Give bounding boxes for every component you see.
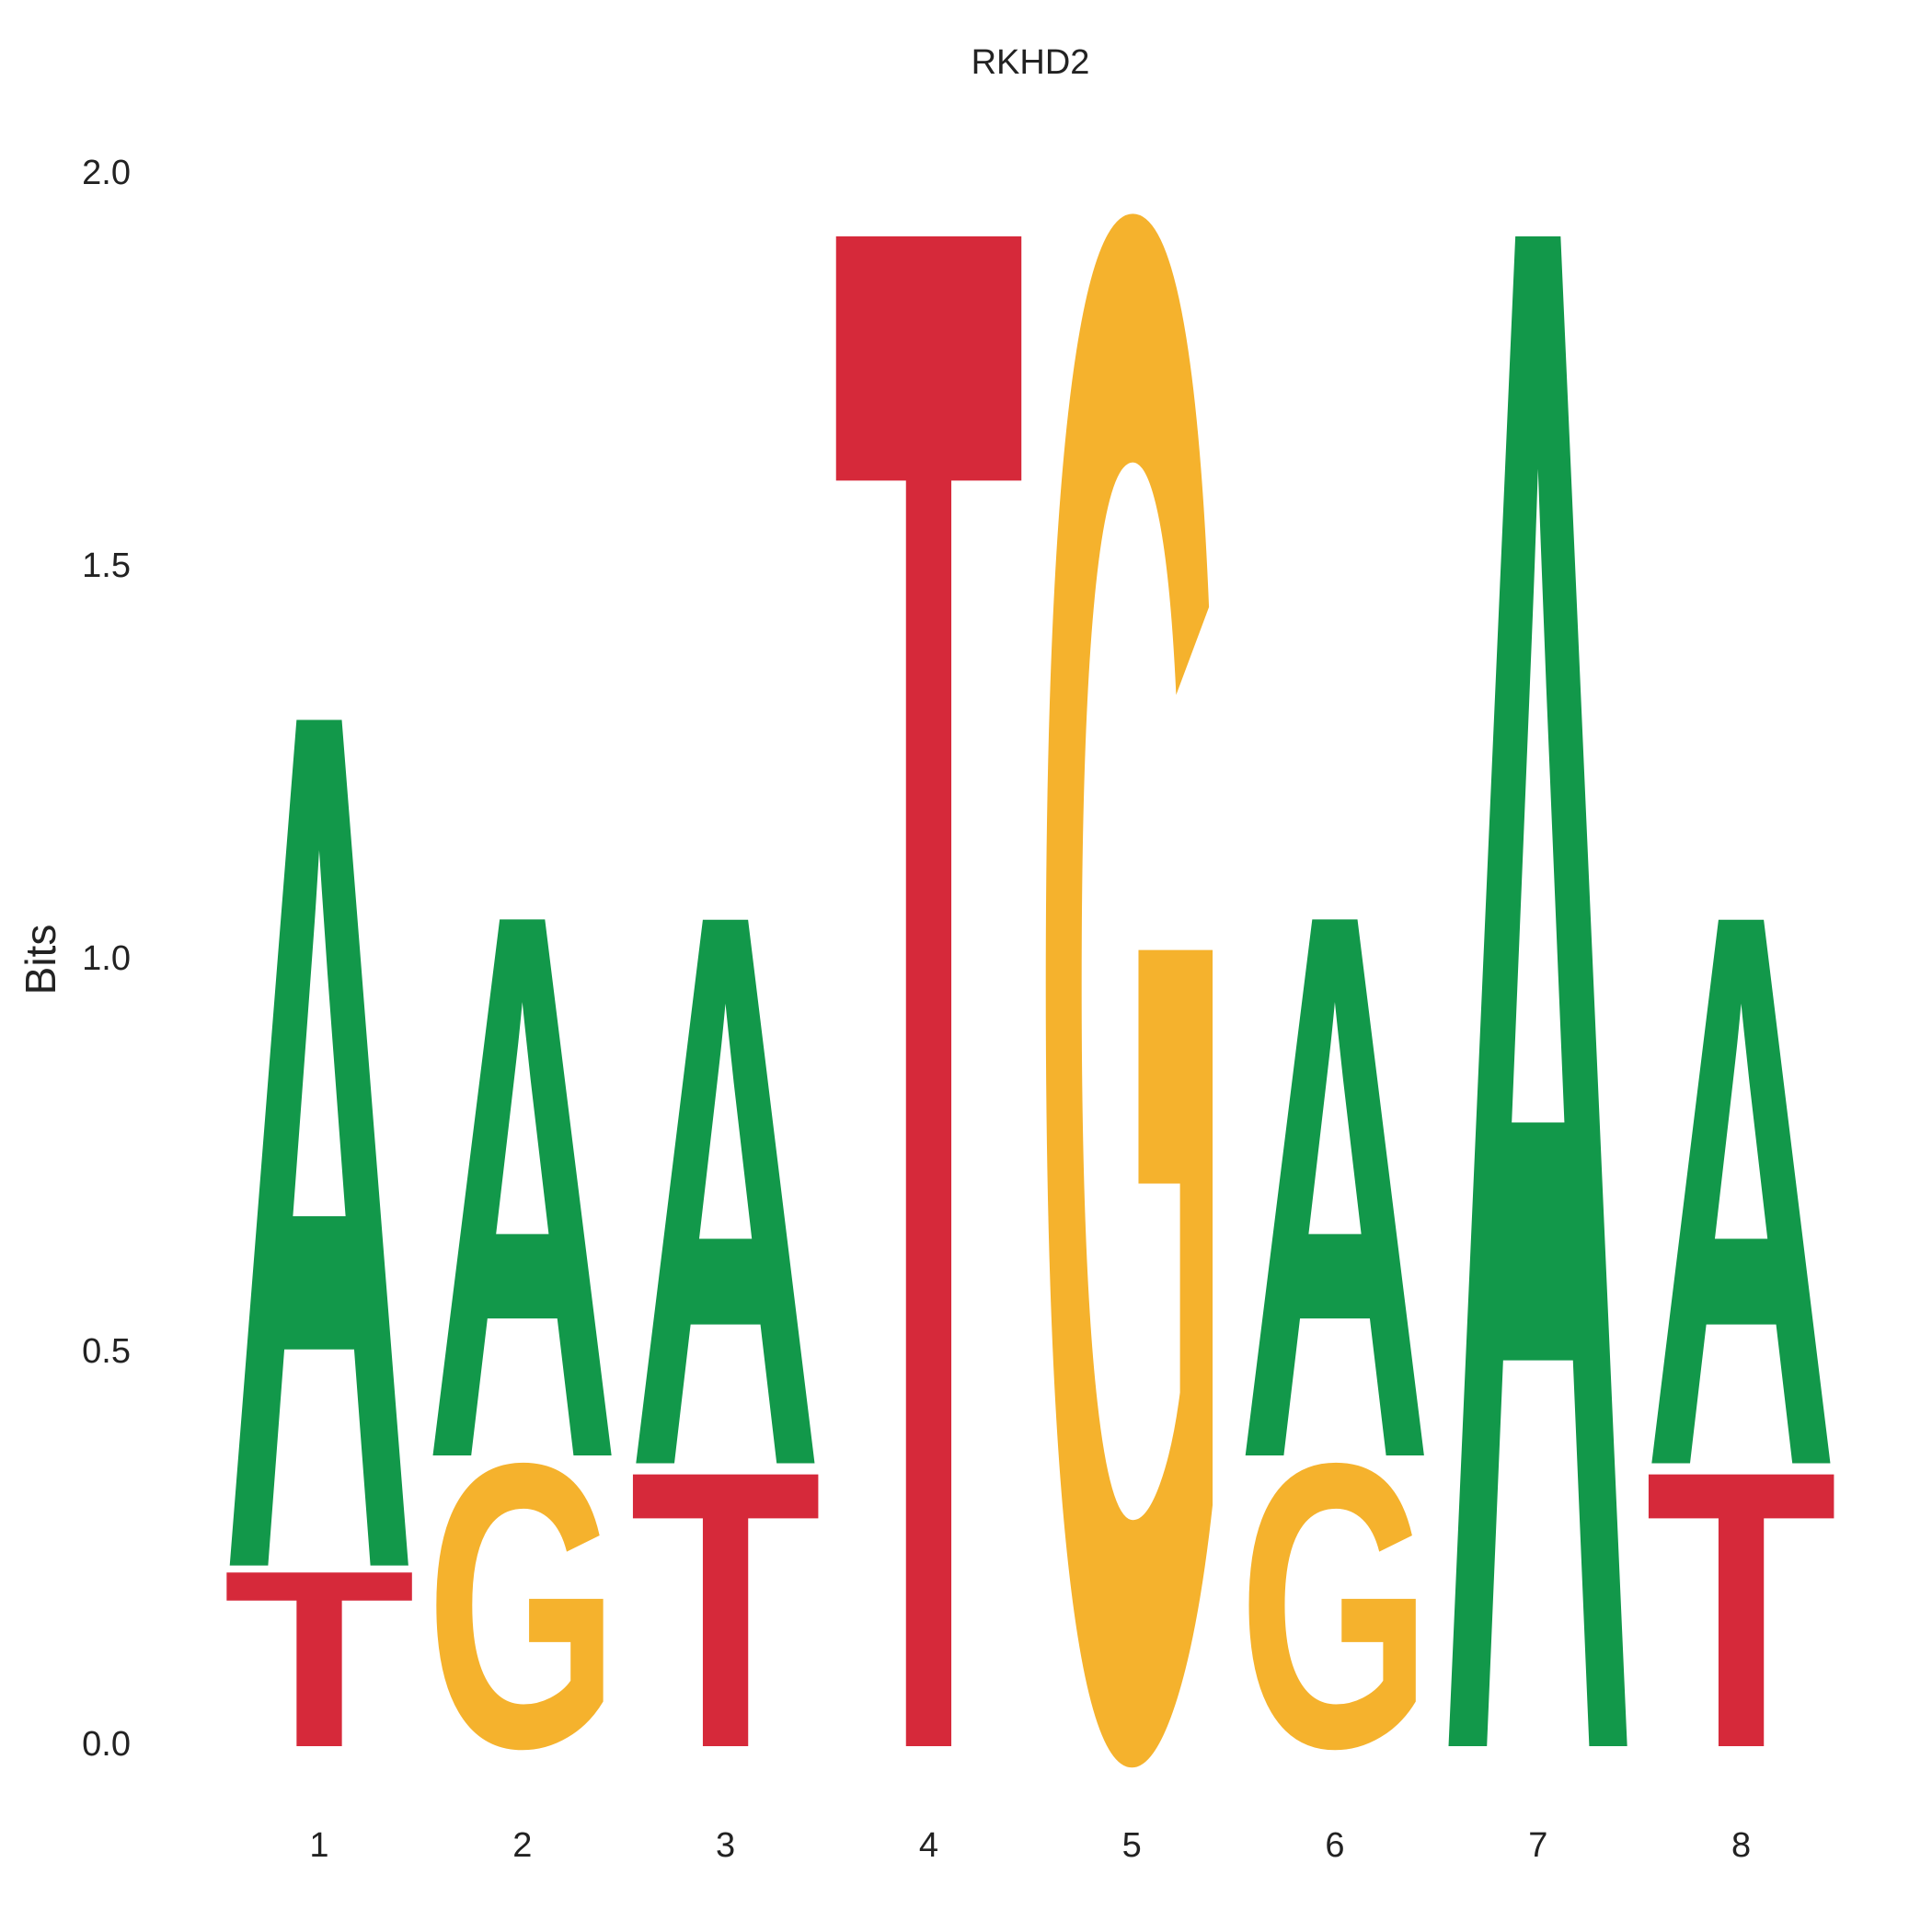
y-axis-title: Bits <box>17 925 64 995</box>
y-tick-label: 1.0 <box>82 939 131 978</box>
logo-letter: A <box>1645 749 1837 1631</box>
chart-title: RKHD2 <box>972 43 1090 82</box>
x-tick-label: 1 <box>309 1826 328 1865</box>
logo-letter: A <box>224 453 416 1826</box>
x-tick-label: 8 <box>1731 1826 1751 1865</box>
y-tick-label: 0.0 <box>82 1725 131 1764</box>
y-tick-label: 2.0 <box>82 154 131 192</box>
logo-letter: A <box>1239 750 1432 1621</box>
x-tick-label: 4 <box>919 1826 938 1865</box>
logo-letter: G <box>1036 0 1228 1932</box>
y-tick-label: 0.5 <box>82 1332 131 1371</box>
x-tick-label: 7 <box>1528 1826 1547 1865</box>
x-tick-label: 3 <box>716 1826 735 1865</box>
logo-letter: T <box>1645 1390 1837 1831</box>
logo-letter: A <box>426 750 618 1621</box>
logo-letter: A <box>629 749 822 1631</box>
x-tick-label: 5 <box>1122 1826 1142 1865</box>
logo-letter: G <box>426 1378 618 1833</box>
logo-letter: T <box>629 1390 822 1831</box>
logo-letter: T <box>224 1518 416 1800</box>
logo-letter: T <box>833 0 1025 1932</box>
x-tick-label: 6 <box>1325 1826 1344 1865</box>
logo-letter: A <box>1442 0 1634 1932</box>
y-tick-label: 1.5 <box>82 546 131 585</box>
x-tick-label: 2 <box>512 1826 532 1865</box>
logo-letter: G <box>1239 1378 1432 1833</box>
